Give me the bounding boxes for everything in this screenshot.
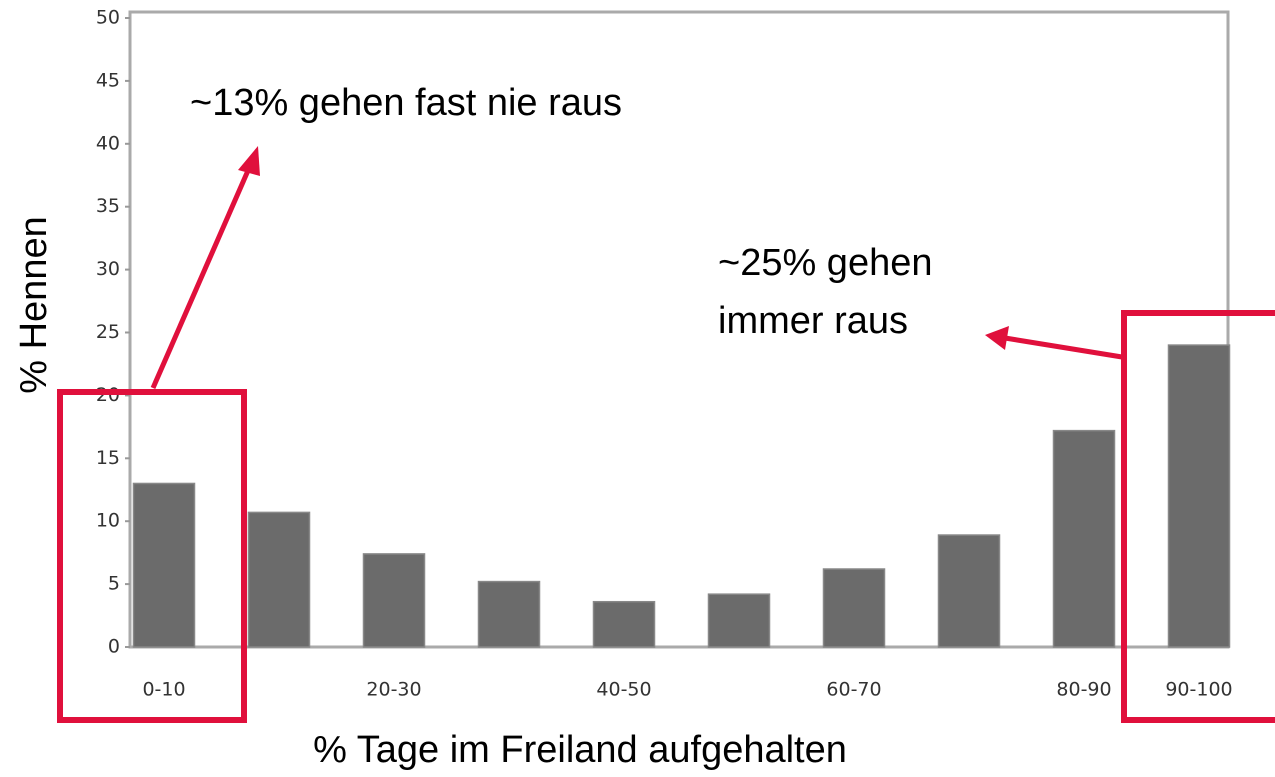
arrow-line [150,164,253,390]
y-tick-label: 40 [96,132,120,154]
plot-frame [128,10,1230,649]
bar [937,534,1001,648]
bar [822,568,886,648]
y-tick-label: 10 [96,510,120,532]
x-tick-label: 20-30 [366,679,421,701]
y-tick-label: 25 [96,321,120,343]
x-tick-label: 80-90 [1056,679,1111,701]
y-axis-label: % Hennen [13,216,55,393]
annotation: immer raus [718,300,908,342]
y-tick-label: 15 [96,447,120,469]
annotation: ~25% gehen [718,242,932,284]
bar [592,600,656,648]
x-tick-label: 40-50 [596,679,651,701]
y-tick-label: 0 [108,636,120,658]
bar [1052,429,1116,648]
y-tick-label: 30 [96,258,120,280]
highlight-box [1121,310,1275,723]
x-tick-label: 0-10 [142,679,185,701]
bar [1167,344,1231,648]
y-tick-label: 35 [96,195,120,217]
x-axis-label: % Tage im Freiland aufgehalten [313,729,847,771]
bar [477,580,541,648]
bar [707,593,771,648]
x-tick-label: 90-100 [1165,679,1232,701]
bar [132,482,196,648]
highlight-box [57,389,247,723]
x-tick-label: 60-70 [826,679,881,701]
annotation-decorations [57,146,1275,723]
arrow-head [238,146,260,176]
bar [362,553,426,648]
arrow-head [985,326,1009,350]
annotation: ~13% gehen fast nie raus [190,82,622,124]
y-tick-label: 45 [96,69,120,91]
y-tick-label: 50 [96,7,120,29]
bar [247,511,311,648]
arrow-line [1004,335,1123,360]
y-tick-label: 5 [108,573,120,595]
